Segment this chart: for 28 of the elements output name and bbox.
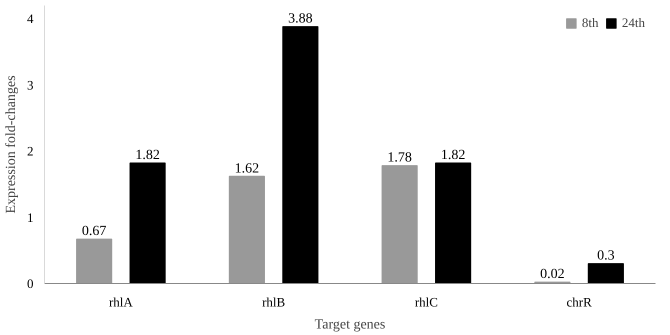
legend-label: 8th xyxy=(582,15,600,31)
y-tick-label: 0 xyxy=(27,276,34,291)
y-tick-label: 1 xyxy=(27,210,34,225)
bar xyxy=(228,176,265,284)
bar xyxy=(282,26,318,284)
data-label: 1.78 xyxy=(387,150,412,166)
bar xyxy=(435,162,472,284)
y-tick-label: 3 xyxy=(27,77,34,92)
bar xyxy=(130,162,166,284)
x-tick-label: chrR xyxy=(566,294,592,310)
data-label: 0.3 xyxy=(597,248,615,264)
legend-label: 24th xyxy=(622,15,645,31)
data-label: 1.62 xyxy=(234,161,260,176)
y-tick-label: 4 xyxy=(27,11,34,26)
data-label: 1.82 xyxy=(135,148,160,164)
x-axis-title: Target genes xyxy=(314,318,386,332)
data-label: 0.02 xyxy=(540,267,565,282)
bar xyxy=(382,165,418,284)
y-axis-title: Expression fold-changes xyxy=(4,75,19,214)
x-tick-label: rhlA xyxy=(108,294,134,310)
x-tick-label: rhlB xyxy=(262,294,286,310)
data-label: 0.67 xyxy=(82,224,106,240)
x-tick-label: rhlC xyxy=(414,294,438,310)
data-label: 3.88 xyxy=(288,12,313,27)
data-label: 1.82 xyxy=(440,148,466,164)
y-tick-label: 2 xyxy=(27,144,34,159)
bar xyxy=(588,263,624,284)
bar xyxy=(76,238,112,284)
